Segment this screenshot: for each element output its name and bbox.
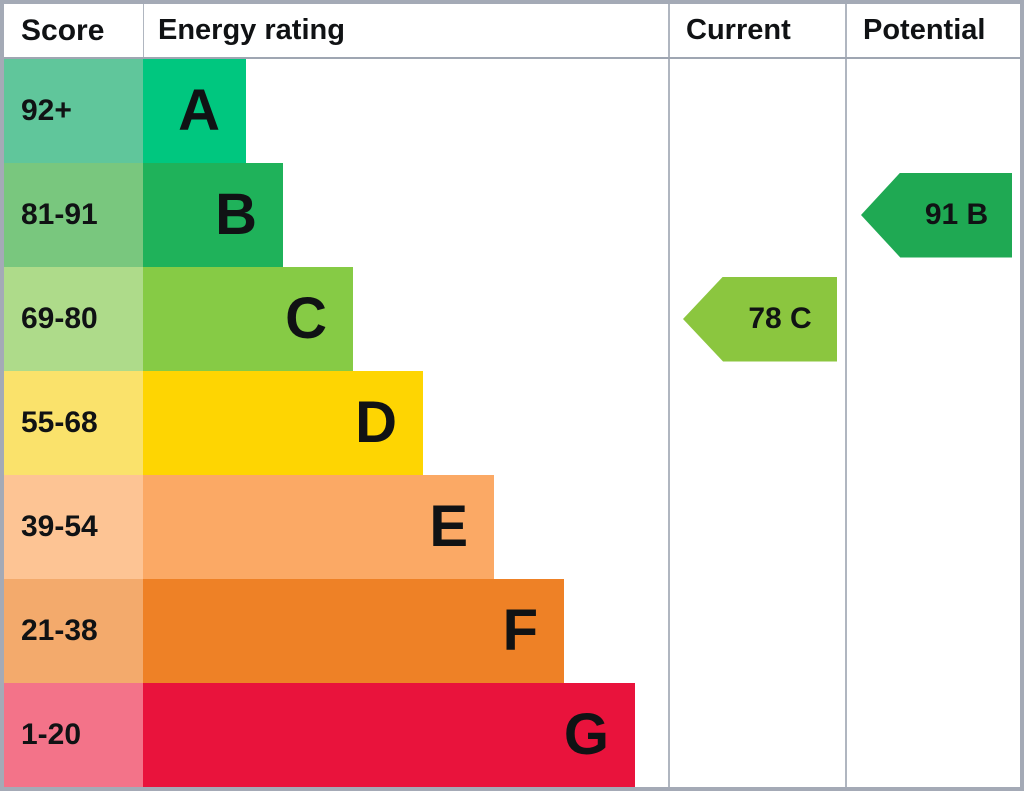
score-range-c: 69-80 <box>4 267 143 371</box>
band-rows: 92+ A 81-91 B 91 B 69-80 C 78 C 55-68 D 39-54 E 21-3… <box>4 59 1020 787</box>
current-rating-arrow: 78 C <box>683 276 837 362</box>
potential-slot-c <box>845 267 1020 371</box>
header-score: Score <box>21 13 105 47</box>
rating-bar-d: D <box>143 371 423 475</box>
rating-cell-d: D <box>143 371 668 475</box>
rating-cell-a: A <box>143 59 668 163</box>
rating-letter-g: G <box>563 702 609 767</box>
header-potential: Potential <box>845 4 1020 57</box>
band-row-c: 69-80 C 78 C <box>4 267 1020 371</box>
rating-bar-c: C <box>143 267 353 371</box>
potential-slot-g <box>845 683 1020 787</box>
band-row-f: 21-38 F <box>4 579 1020 683</box>
rating-letter-c: C <box>285 286 327 351</box>
current-slot-d <box>668 371 845 475</box>
potential-slot-e <box>845 475 1020 579</box>
current-slot-f <box>668 579 845 683</box>
header-energy-rating: Energy rating <box>143 4 668 57</box>
rating-bar-a: A <box>143 59 246 163</box>
rating-cell-b: B <box>143 163 668 267</box>
potential-slot-a <box>845 59 1020 163</box>
potential-slot-b: 91 B <box>845 163 1020 267</box>
potential-rating-arrow: 91 B <box>861 172 1012 258</box>
score-range-d: 55-68 <box>4 371 143 475</box>
rating-bar-f: F <box>143 579 564 683</box>
current-slot-a <box>668 59 845 163</box>
score-range-a: 92+ <box>4 59 143 163</box>
current-slot-e <box>668 475 845 579</box>
band-row-g: 1-20 G <box>4 683 1020 787</box>
score-range-f: 21-38 <box>4 579 143 683</box>
rating-bar-b: B <box>143 163 283 267</box>
score-range-e: 39-54 <box>4 475 143 579</box>
rating-letter-f: F <box>502 598 538 663</box>
current-slot-g <box>668 683 845 787</box>
rating-cell-g: G <box>143 683 668 787</box>
score-range-b: 81-91 <box>4 163 143 267</box>
rating-letter-a: A <box>178 78 220 143</box>
score-range-g: 1-20 <box>4 683 143 787</box>
band-row-e: 39-54 E <box>4 475 1020 579</box>
current-slot-b <box>668 163 845 267</box>
current-slot-c: 78 C <box>668 267 845 371</box>
rating-bar-e: E <box>143 475 494 579</box>
rating-cell-e: E <box>143 475 668 579</box>
band-row-d: 55-68 D <box>4 371 1020 475</box>
rating-letter-d: D <box>355 390 397 455</box>
band-row-a: 92+ A <box>4 59 1020 163</box>
rating-bar-g: G <box>143 683 635 787</box>
band-row-b: 81-91 B 91 B <box>4 163 1020 267</box>
rating-cell-f: F <box>143 579 668 683</box>
header-row: Score Energy rating Current Potential <box>4 4 1020 59</box>
potential-slot-d <box>845 371 1020 475</box>
rating-letter-b: B <box>215 182 257 247</box>
rating-cell-c: C <box>143 267 668 371</box>
rating-letter-e: E <box>429 494 468 559</box>
header-current: Current <box>668 4 845 57</box>
potential-slot-f <box>845 579 1020 683</box>
